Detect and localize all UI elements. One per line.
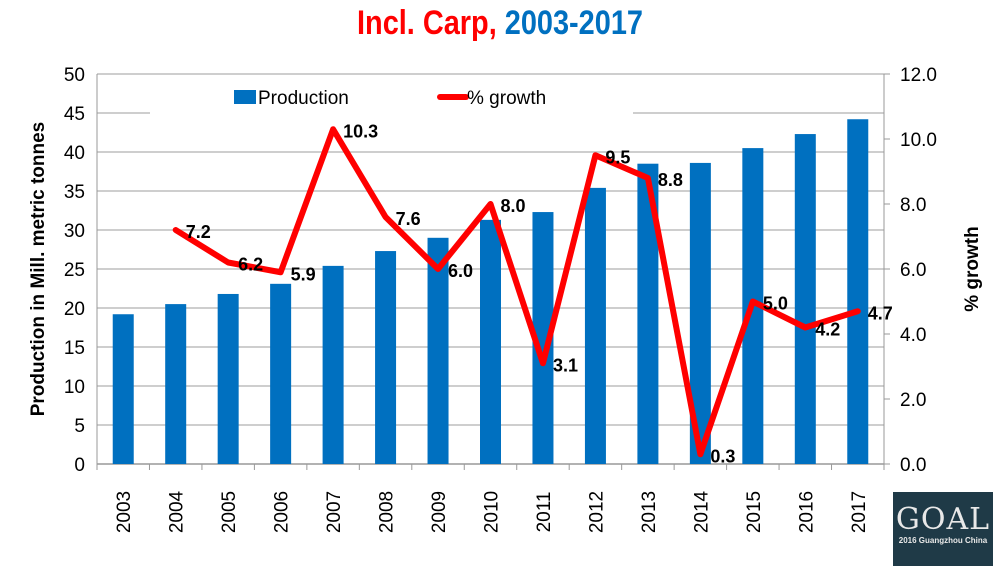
y-tick-label: 15 xyxy=(64,338,85,359)
y-tick-label: 0 xyxy=(74,455,85,476)
legend-label-production: Production xyxy=(258,88,349,109)
y-tick-label: 25 xyxy=(64,260,85,281)
goal-logo: GOAL 2016 Guangzhou China xyxy=(893,492,993,566)
bar-2014 xyxy=(689,162,711,465)
legend-swatch-production xyxy=(234,90,256,104)
x-tick-label: 2014 xyxy=(691,490,712,533)
growth-data-label: 3.1 xyxy=(553,355,578,375)
growth-data-label: 4.2 xyxy=(815,320,840,340)
title-part1: Incl. Carp, xyxy=(357,4,497,42)
growth-data-label: 8.0 xyxy=(501,196,526,216)
bar-2012 xyxy=(584,187,606,464)
bar-2008 xyxy=(375,251,397,464)
growth-data-label: 0.3 xyxy=(710,446,735,466)
y2-tick-label: 2.0 xyxy=(900,390,926,411)
y2-tick-label: 4.0 xyxy=(900,325,926,346)
growth-data-label: 7.2 xyxy=(186,222,211,242)
y2-axis-title: % growth xyxy=(962,226,983,312)
x-tick-label: 2010 xyxy=(482,491,503,533)
growth-data-label: 8.8 xyxy=(658,170,683,190)
x-tick-label: 2009 xyxy=(429,491,450,533)
growth-data-label: 5.0 xyxy=(763,294,788,314)
bar-2013 xyxy=(637,163,659,464)
y-tick-label: 5 xyxy=(74,416,85,437)
growth-data-label: 5.9 xyxy=(291,264,316,284)
bar-2010 xyxy=(480,219,501,464)
y-tick-label: 35 xyxy=(64,182,85,203)
bar-2007 xyxy=(322,265,344,464)
bar-2004 xyxy=(165,304,187,464)
x-tick-label: 2012 xyxy=(586,491,607,533)
growth-data-label: 9.5 xyxy=(605,147,630,167)
y-axis-title: Production in Mill. metric tonnes xyxy=(28,122,49,417)
bar-2003 xyxy=(112,314,134,464)
y-tick-label: 30 xyxy=(64,221,85,242)
legend-background xyxy=(150,109,633,117)
y2-tick-label: 12.0 xyxy=(900,65,937,86)
x-tick-label: 2008 xyxy=(377,491,398,533)
chart-title: Incl. Carp, 2003-2017 xyxy=(75,4,925,43)
y-tick-label: 45 xyxy=(64,104,85,125)
x-tick-label: 2004 xyxy=(167,490,188,533)
title-part2: 2003-2017 xyxy=(496,4,643,42)
y-tick-label: 10 xyxy=(64,377,85,398)
growth-line xyxy=(172,126,861,458)
logo-text: GOAL xyxy=(895,502,991,537)
bar-2016 xyxy=(794,134,816,464)
x-tick-label: 2003 xyxy=(114,491,135,533)
x-tick-label: 2017 xyxy=(849,491,870,533)
logo-subtext: 2016 Guangzhou China xyxy=(898,536,988,545)
x-tick-label: 2005 xyxy=(219,491,240,533)
bar-2017 xyxy=(847,119,869,465)
x-tick-label: 2016 xyxy=(796,491,817,533)
bar-2009 xyxy=(427,237,449,464)
x-tick-label: 2015 xyxy=(744,491,765,533)
y2-tick-label: 6.0 xyxy=(900,260,926,281)
y2-tick-label: 8.0 xyxy=(900,195,926,216)
growth-data-label: 4.7 xyxy=(868,303,893,323)
x-tick-label: 2007 xyxy=(324,491,345,533)
bar-2006 xyxy=(270,283,292,464)
x-tick-label: 2006 xyxy=(272,491,293,533)
growth-data-label: 10.3 xyxy=(343,121,378,141)
y-tick-label: 50 xyxy=(64,65,85,86)
legend-label-growth: % growth xyxy=(467,88,546,109)
x-tick-label: 2013 xyxy=(639,491,660,533)
growth-data-label: 7.6 xyxy=(396,209,421,229)
bar-2005 xyxy=(217,293,239,464)
growth-data-label: 6.2 xyxy=(238,255,263,275)
y2-tick-label: 0.0 xyxy=(900,455,926,476)
x-tick-label: 2011 xyxy=(534,492,555,533)
y-tick-label: 20 xyxy=(64,299,85,320)
y-tick-label: 40 xyxy=(64,143,85,164)
y2-tick-label: 10.0 xyxy=(900,130,937,151)
growth-data-label: 6.0 xyxy=(448,261,473,281)
bar-2011 xyxy=(532,212,554,464)
